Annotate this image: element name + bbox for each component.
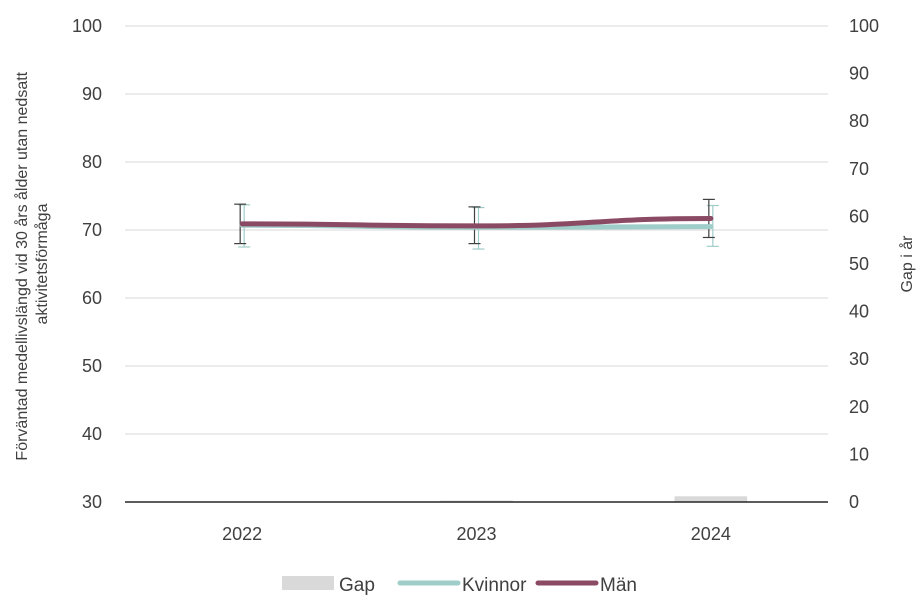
legend-label: Kvinnor [462, 575, 527, 595]
x-tick-label: 2024 [691, 524, 731, 544]
legend-label: Gap [339, 575, 375, 595]
x-tick-label: 2022 [222, 524, 262, 544]
right-tick-label: 0 [849, 492, 859, 512]
legend-item-man: Män [535, 575, 637, 595]
right-tick-label: 10 [849, 444, 869, 464]
left-axis-ticks: 30 40 50 60 70 80 90 100 [72, 16, 102, 512]
right-tick-label: 60 [849, 206, 869, 226]
legend: Gap Kvinnor Män [282, 575, 637, 595]
left-tick-label: 30 [82, 492, 102, 512]
series-lines [239, 215, 714, 230]
left-tick-label: 100 [72, 16, 102, 36]
bar-gap [674, 496, 748, 502]
left-tick-label: 60 [82, 288, 102, 308]
right-axis-ticks: 0 10 20 30 40 50 60 70 80 90 100 [849, 16, 879, 512]
right-tick-label: 30 [849, 349, 869, 369]
right-tick-label: 80 [849, 111, 869, 131]
left-axis-title: Förväntad medellivslängd vid 30 års ålde… [13, 67, 51, 460]
left-tick-label: 50 [82, 356, 102, 376]
right-tick-label: 20 [849, 397, 869, 417]
left-tick-label: 80 [82, 152, 102, 172]
line-man [239, 215, 714, 229]
x-tick-label: 2023 [456, 524, 496, 544]
x-axis-ticks: 2022 2023 2024 [222, 524, 731, 544]
gridlines [125, 25, 828, 435]
right-axis-title: Gap i år [898, 235, 916, 293]
left-tick-label: 70 [82, 220, 102, 240]
right-tick-label: 100 [849, 16, 879, 36]
right-tick-label: 50 [849, 254, 869, 274]
legend-item-kvinnor: Kvinnor [397, 575, 527, 595]
legend-swatch [282, 576, 334, 590]
right-tick-label: 90 [849, 64, 869, 84]
legend-label: Män [600, 575, 637, 595]
left-tick-label: 90 [82, 84, 102, 104]
left-axis-title-line-2: aktivitetsförmåga [33, 203, 51, 324]
right-tick-label: 70 [849, 159, 869, 179]
left-tick-label: 40 [82, 424, 102, 444]
left-axis-title-line-1: Förväntad medellivslängd vid 30 års ålde… [13, 71, 31, 460]
legend-item-gap: Gap [282, 575, 375, 595]
right-tick-label: 40 [849, 302, 869, 322]
gap-bars [205, 496, 748, 502]
